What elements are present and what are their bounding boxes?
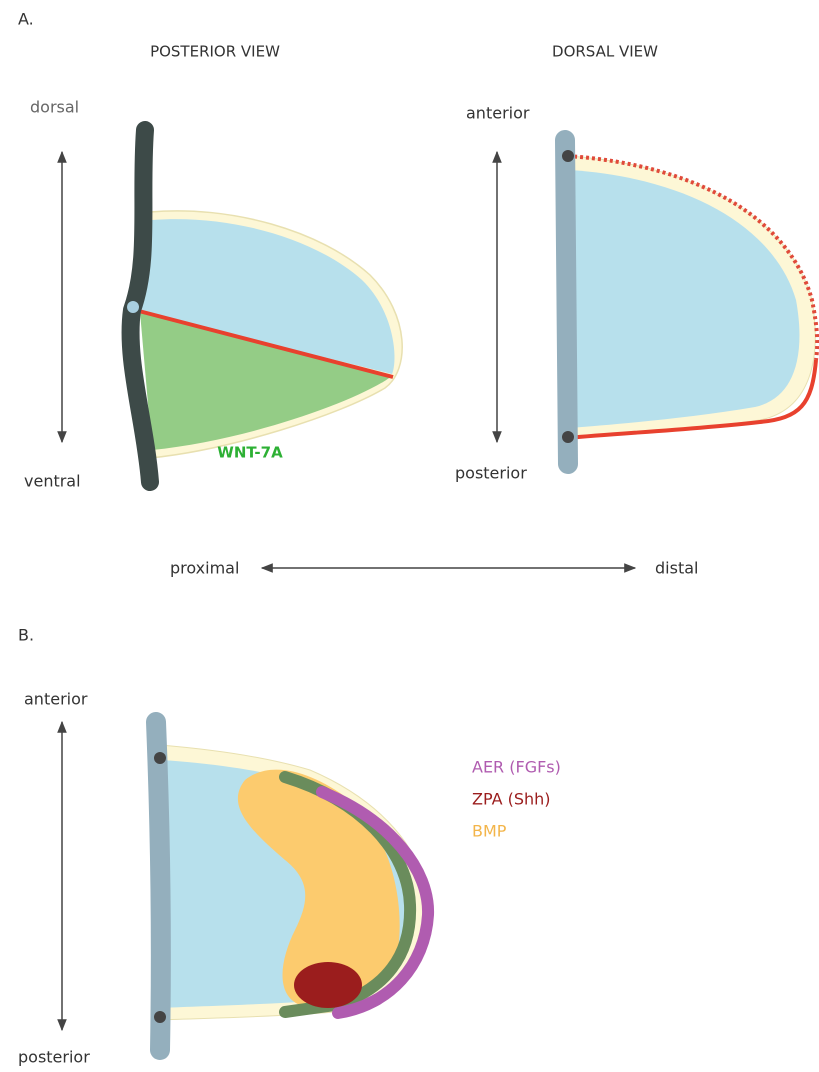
legend-entry: AER (FGFs)	[472, 758, 561, 777]
legend-entry: BMP	[472, 822, 507, 841]
posterior-limb	[121, 121, 403, 491]
limb-b	[146, 712, 435, 1060]
axis-label: posterior	[18, 1048, 90, 1067]
view-title: DORSAL VIEW	[552, 43, 658, 61]
axis-label: ventral	[24, 472, 81, 491]
axis-label: posterior	[455, 464, 527, 483]
dorsal-limb	[555, 130, 819, 474]
axis-label: distal	[655, 559, 698, 578]
view-title: POSTERIOR VIEW	[150, 43, 280, 61]
axis-label: dorsal	[30, 98, 79, 117]
panel-label: B.	[18, 626, 34, 645]
axis-label: anterior	[24, 690, 88, 709]
marker-label: WNT-7A	[217, 444, 283, 462]
panel-label: A.	[18, 10, 34, 29]
axis-label: proximal	[170, 559, 239, 578]
legend-entry: ZPA (Shh)	[472, 790, 551, 809]
axis-label: anterior	[466, 104, 530, 123]
